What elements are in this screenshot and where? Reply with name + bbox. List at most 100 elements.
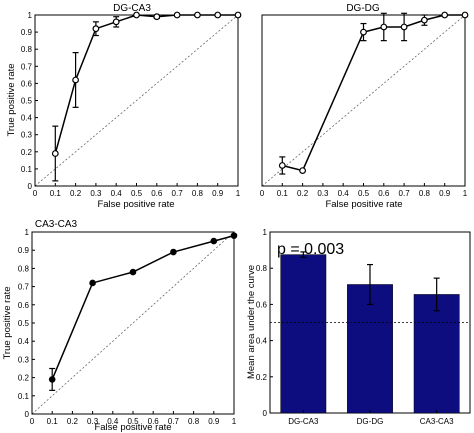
x-tick-label: 0.1 <box>277 189 289 198</box>
data-point <box>214 11 222 19</box>
data-point <box>48 376 56 383</box>
data-point <box>380 23 388 31</box>
y-tick-label: 0.2 <box>256 373 268 382</box>
y-tick-label: 0.3 <box>21 131 33 140</box>
y-tick-label: 0.8 <box>256 264 268 273</box>
data-point <box>278 162 286 169</box>
x-tick-label: 0.8 <box>419 189 431 198</box>
data-point <box>112 18 120 26</box>
x-tick-label: 0 <box>30 417 35 426</box>
roc-curve-line <box>282 14 465 172</box>
y-tick-label: 0.4 <box>21 114 33 123</box>
x-tick-label: 1 <box>236 189 241 198</box>
x-tick-label: 0.1 <box>47 417 59 426</box>
y-tick-label: 0 <box>25 410 30 419</box>
data-point <box>230 232 238 239</box>
x-tick-label: 0.2 <box>67 417 79 426</box>
x-tick-label: 0.3 <box>317 189 329 198</box>
data-point <box>299 167 307 175</box>
roc-panel-ca3-ca3: CA3-CA3 False positive rate True positiv… <box>2 219 238 433</box>
panel-title: DG-CA3 <box>113 3 151 14</box>
x-tick-label: 0.9 <box>212 189 224 198</box>
data-point <box>441 11 449 19</box>
bar <box>280 254 327 414</box>
y-tick-label: 0.8 <box>21 45 33 54</box>
y-tick-label: 0.5 <box>21 97 33 106</box>
chance-diagonal-line <box>261 14 466 187</box>
x-tick-label: 0.5 <box>127 417 139 426</box>
y-axis-label: True positive rate <box>2 286 13 359</box>
y-tick-label: 0.7 <box>18 283 30 292</box>
data-point <box>210 237 218 245</box>
y-tick-label: 1 <box>263 228 268 237</box>
roc-curve-line <box>54 14 238 154</box>
y-axis-label: True positive rate <box>6 63 17 136</box>
data-point <box>173 11 181 19</box>
data-point <box>170 248 177 256</box>
x-tick-label: 0.8 <box>192 189 204 198</box>
x-tick-label: 0.4 <box>107 417 119 426</box>
x-tick-label: 0.7 <box>399 189 411 198</box>
y-tick-label: 0.9 <box>21 28 33 37</box>
y-tick-label: 0.8 <box>18 264 30 273</box>
data-point <box>461 11 469 19</box>
y-tick-label: 0.6 <box>21 79 33 88</box>
y-tick-label: 0.3 <box>18 355 30 364</box>
y-tick-label: 0 <box>28 182 33 191</box>
chance-diagonal-line <box>31 231 235 415</box>
x-tick-label: 0.5 <box>358 189 370 198</box>
x-tick-label: 0.9 <box>208 417 220 426</box>
x-tick-label: 0.6 <box>151 189 163 198</box>
roc-panel-dg-ca3: DG-CA3 False positive rate True positive… <box>6 3 242 210</box>
x-tick-label: 0.3 <box>90 189 102 198</box>
roc-panel-dg-dg: DG-DG False positive rate 0 0.1 0.2 0.3 0.4 0… <box>260 3 469 210</box>
y-tick-label: 0.4 <box>18 337 30 346</box>
x-tick-label: DG-CA3 <box>288 417 319 426</box>
y-tick-label: 0.2 <box>18 374 30 383</box>
data-point <box>89 279 96 287</box>
y-tick-label: 0.7 <box>21 62 33 71</box>
data-point <box>193 11 201 19</box>
data-point <box>153 13 161 21</box>
x-tick-label: 0.8 <box>188 417 200 426</box>
bar <box>413 294 460 414</box>
x-axis-label: False positive rate <box>94 422 171 433</box>
data-point <box>129 268 137 276</box>
data-point <box>360 28 367 36</box>
roc-curve-line <box>51 234 235 380</box>
x-tick-label: 0.7 <box>168 417 180 426</box>
x-tick-label: 0.2 <box>297 189 309 198</box>
x-tick-label: 1 <box>232 417 237 426</box>
bar <box>347 284 393 414</box>
x-tick-label: 0.6 <box>378 189 390 198</box>
data-point <box>400 23 408 31</box>
x-tick-label: 0.9 <box>439 189 451 198</box>
auc-bar-panel: p = 0.003 Mean area under the curve 0 0.2… <box>246 228 471 426</box>
p-value-annotation: p = 0.003 <box>277 241 344 258</box>
y-tick-label: 0.6 <box>18 301 30 310</box>
x-axis-label: False positive rate <box>97 199 174 210</box>
data-point <box>421 16 428 24</box>
x-tick-label: CA3-CA3 <box>420 417 454 426</box>
x-tick-label: 0.6 <box>148 417 160 426</box>
x-tick-label: 0.7 <box>172 189 184 198</box>
y-tick-label: 0.5 <box>18 319 30 328</box>
panel-title: DG-DG <box>346 3 380 14</box>
data-point <box>72 76 79 84</box>
y-axis-label: Mean area under the curve <box>246 265 257 379</box>
y-tick-label: 0.4 <box>256 337 268 346</box>
chance-diagonal-line <box>34 14 239 187</box>
x-tick-label: 0.5 <box>131 189 143 198</box>
x-tick-label: 0.2 <box>70 189 82 198</box>
data-point <box>234 11 242 19</box>
y-tick-label: 0.6 <box>256 300 268 309</box>
y-tick-label: 0.1 <box>21 165 33 174</box>
y-tick-label: 1 <box>25 228 30 237</box>
y-tick-label: 0 <box>263 409 268 418</box>
x-tick-label: 0 <box>260 189 265 198</box>
y-tick-label: 0.9 <box>18 246 30 255</box>
x-tick-label: DG-DG <box>357 417 384 426</box>
y-tick-label: 0.2 <box>21 148 33 157</box>
data-point <box>92 25 100 33</box>
